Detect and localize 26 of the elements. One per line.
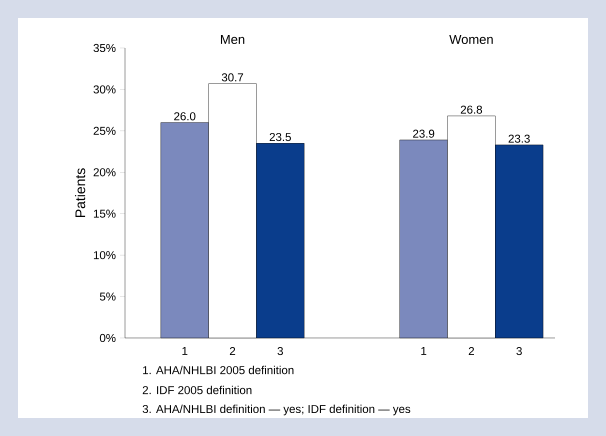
data-label: 26.8 (460, 106, 482, 114)
data-label: 23.5 (270, 132, 291, 142)
y-tick-label: 15% (94, 210, 116, 218)
y-tick-label: 10% (94, 251, 116, 260)
y-axis-title: Patients (74, 168, 86, 218)
data-label: 23.3 (508, 134, 530, 143)
text: Women (449, 34, 493, 44)
y-tick-label: 35% (93, 44, 116, 52)
y-tick-label: 30% (93, 85, 116, 94)
x-tick-label: 1 (182, 347, 188, 355)
text: Men (220, 34, 244, 44)
data-label: 30.7 (222, 73, 244, 82)
y-tick-label: 25% (94, 126, 116, 135)
y-tick-label: 5% (100, 292, 116, 301)
x-tick-label: 3 (278, 347, 283, 356)
x-tick-label: 2 (468, 347, 474, 355)
x-tick-label: 1 (421, 347, 426, 355)
x-tick-label: 2 (230, 347, 236, 355)
text: 2. IDF 2005 definition (142, 386, 252, 394)
text: 1. AHA/NHLBI 2005 definition (143, 366, 294, 374)
data-label: 26.0 (174, 112, 196, 120)
text: 3. AHA/NHLBI definition — yes; IDF definition — yes (142, 404, 410, 416)
y-tick-label: 0% (100, 334, 116, 342)
x-tick-label: 3 (516, 347, 522, 356)
y-tick-label: 20% (94, 168, 116, 176)
data-label: 23.9 (413, 130, 434, 138)
